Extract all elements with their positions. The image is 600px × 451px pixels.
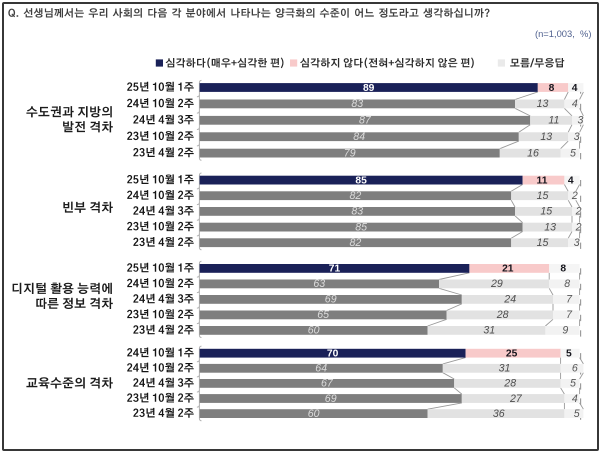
svg-text:28: 28 xyxy=(496,309,509,321)
svg-text:8: 8 xyxy=(560,264,566,275)
svg-text:83: 83 xyxy=(351,98,363,110)
svg-text:(n=1,003, %): (n=1,003, %) xyxy=(535,28,592,39)
svg-text:4: 4 xyxy=(568,175,574,186)
svg-text:13: 13 xyxy=(540,131,552,143)
svg-text:6: 6 xyxy=(572,363,578,375)
svg-text:16: 16 xyxy=(527,147,539,159)
svg-text:5: 5 xyxy=(566,349,572,360)
svg-text:89: 89 xyxy=(363,83,375,94)
svg-text:21: 21 xyxy=(502,264,514,275)
svg-text:7: 7 xyxy=(566,294,573,306)
svg-text:11: 11 xyxy=(537,175,548,186)
svg-text:2: 2 xyxy=(575,206,582,218)
svg-text:85: 85 xyxy=(355,175,367,186)
svg-text:15: 15 xyxy=(537,237,549,249)
svg-text:24: 24 xyxy=(503,294,516,306)
svg-text:64: 64 xyxy=(315,363,327,375)
svg-text:69: 69 xyxy=(325,393,337,405)
svg-text:85: 85 xyxy=(355,221,367,233)
svg-text:5: 5 xyxy=(574,408,580,420)
svg-text:15: 15 xyxy=(537,190,549,202)
svg-text:2: 2 xyxy=(575,221,582,233)
svg-text:67: 67 xyxy=(321,378,334,390)
svg-text:2: 2 xyxy=(571,190,578,202)
svg-text:29: 29 xyxy=(490,278,503,290)
svg-text:5: 5 xyxy=(570,378,576,390)
svg-text:8: 8 xyxy=(549,83,555,94)
svg-text:4: 4 xyxy=(572,83,578,94)
svg-text:79: 79 xyxy=(344,147,356,159)
svg-text:25: 25 xyxy=(506,349,518,360)
svg-text:82: 82 xyxy=(350,190,362,202)
svg-text:13: 13 xyxy=(537,98,549,110)
svg-text:28: 28 xyxy=(503,378,516,390)
svg-text:31: 31 xyxy=(499,363,511,375)
svg-text:5: 5 xyxy=(570,147,576,159)
svg-text:13: 13 xyxy=(544,221,556,233)
svg-text:8: 8 xyxy=(564,278,570,290)
svg-text:71: 71 xyxy=(329,264,341,275)
svg-text:36: 36 xyxy=(493,408,505,420)
svg-text:4: 4 xyxy=(572,393,578,405)
svg-text:82: 82 xyxy=(350,237,362,249)
svg-text:69: 69 xyxy=(325,294,337,306)
svg-text:87: 87 xyxy=(359,115,372,127)
svg-text:31: 31 xyxy=(483,325,495,337)
svg-text:7: 7 xyxy=(566,309,573,321)
svg-text:3: 3 xyxy=(574,131,580,143)
svg-text:4: 4 xyxy=(572,98,578,110)
svg-text:3: 3 xyxy=(574,237,580,249)
svg-text:15: 15 xyxy=(540,206,552,218)
svg-text:83: 83 xyxy=(351,206,363,218)
svg-text:9: 9 xyxy=(562,325,568,337)
svg-text:63: 63 xyxy=(313,278,325,290)
svg-text:27: 27 xyxy=(509,393,523,405)
svg-text:3: 3 xyxy=(578,115,584,127)
svg-text:70: 70 xyxy=(327,349,339,360)
svg-text:65: 65 xyxy=(317,309,329,321)
svg-text:60: 60 xyxy=(308,325,320,337)
svg-text:11: 11 xyxy=(548,115,559,127)
svg-text:84: 84 xyxy=(353,131,365,143)
svg-text:60: 60 xyxy=(308,408,320,420)
